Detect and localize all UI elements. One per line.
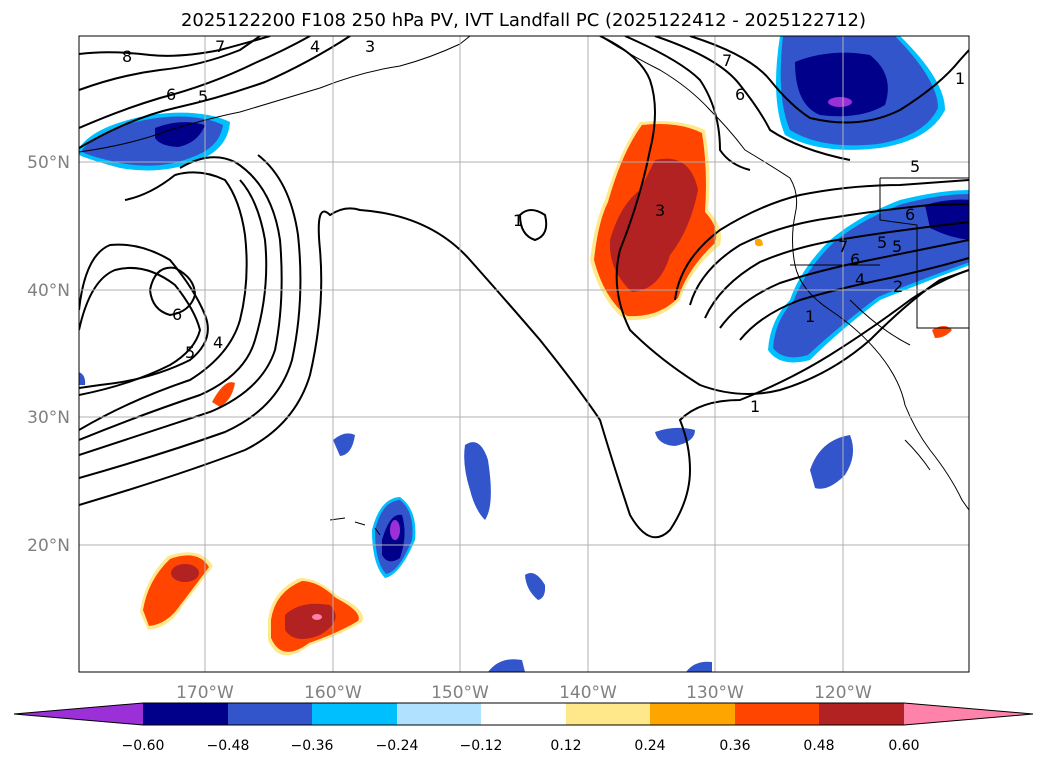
- contour-label: 8: [122, 47, 132, 66]
- positive-anomaly-small-east: [932, 326, 952, 338]
- contour-label: 7: [215, 37, 225, 56]
- positive-anomaly-southwest-1: [140, 552, 213, 630]
- contour-label: 1: [955, 69, 965, 88]
- contour-label: 3: [365, 37, 375, 56]
- colorbar-tick-label: 0.48: [803, 738, 834, 754]
- contour-label: 1: [750, 397, 760, 416]
- longitude-labels: 170°W 160°W 150°W 140°W 130°W 120°W: [176, 683, 872, 703]
- contour-label: 5: [910, 157, 920, 176]
- colorbar-tick-label: 0.24: [634, 738, 665, 754]
- colorbar-segment: [228, 703, 312, 725]
- colorbar-tick-label: 0.36: [719, 738, 750, 754]
- contour-label: 4: [213, 333, 223, 352]
- contour-label: 5: [198, 87, 208, 106]
- gridlines: [79, 36, 969, 672]
- lon-label: 120°W: [814, 683, 872, 703]
- colorbar-tick-label: −0.60: [122, 738, 165, 754]
- contour-label: 7: [838, 237, 848, 256]
- colorbar-tick-label: 0.12: [550, 738, 581, 754]
- contour-label: 1: [805, 307, 815, 326]
- colorbar-extend-high: [904, 703, 1033, 725]
- colorbar-segment: [143, 703, 228, 725]
- colorbar-tick-label: −0.24: [376, 738, 419, 754]
- contour-label: 5: [892, 237, 902, 256]
- colorbar-segment: [312, 703, 397, 725]
- contour-label: 7: [722, 51, 732, 70]
- ivt-contours: [79, 36, 969, 539]
- colorbar-segment: [650, 703, 735, 725]
- coastlines: [79, 36, 969, 536]
- contour-labels: 8 7 6 5 4 3 1 7 6 5 1 6 5 4 6 5 3 7 6 5 …: [122, 37, 965, 416]
- lat-label: 50°N: [27, 153, 70, 173]
- colorbar-segment: [566, 703, 650, 725]
- colorbar-segment: [481, 703, 566, 725]
- lon-label: 140°W: [559, 683, 617, 703]
- contour-label: 4: [855, 270, 865, 289]
- lon-label: 130°W: [686, 683, 744, 703]
- lon-label: 150°W: [431, 683, 489, 703]
- positive-anomaly-tiny: [755, 238, 763, 247]
- negative-anomaly-west-coast: [768, 190, 969, 363]
- positive-anomaly-southwest-2: [268, 578, 363, 656]
- colorbar-tick-label: 0.60: [888, 738, 919, 754]
- lat-label: 30°N: [27, 408, 70, 428]
- contour-label: 1: [513, 211, 523, 230]
- contour-label: 2: [893, 277, 903, 296]
- lon-label: 170°W: [176, 683, 234, 703]
- colorbar-tick-label: −0.36: [291, 738, 334, 754]
- negative-anomaly-northeast: [776, 36, 945, 150]
- colorbar-tick-label: −0.12: [460, 738, 503, 754]
- lat-label: 40°N: [27, 281, 70, 301]
- colorbar-segment: [735, 703, 819, 725]
- contour-label: 5: [185, 343, 195, 362]
- plot-frame: [78, 35, 970, 673]
- colorbar-segment: [397, 703, 481, 725]
- lon-label: 160°W: [304, 683, 362, 703]
- colorbar-extend-low: [14, 703, 143, 725]
- contour-label: 6: [905, 205, 915, 224]
- latitude-labels: 50°N 40°N 30°N 20°N: [27, 153, 70, 556]
- lat-label: 20°N: [27, 536, 70, 556]
- contour-label: 6: [172, 305, 182, 324]
- colorbar: −0.60 −0.48 −0.36 −0.24 −0.12 0.12 0.24 …: [13, 702, 1034, 754]
- colorbar-tick-label: −0.48: [207, 738, 250, 754]
- contour-label: 6: [166, 85, 176, 104]
- contour-label: 4: [310, 37, 320, 56]
- positive-anomaly-small-west: [212, 382, 235, 407]
- contour-label: 6: [850, 250, 860, 269]
- contour-label: 3: [655, 201, 665, 220]
- colorbar-segment: [819, 703, 904, 725]
- contour-label: 6: [735, 85, 745, 104]
- contour-label: 5: [877, 233, 887, 252]
- map-title: 2025122200 F108 250 hPa PV, IVT Landfall…: [180, 10, 867, 31]
